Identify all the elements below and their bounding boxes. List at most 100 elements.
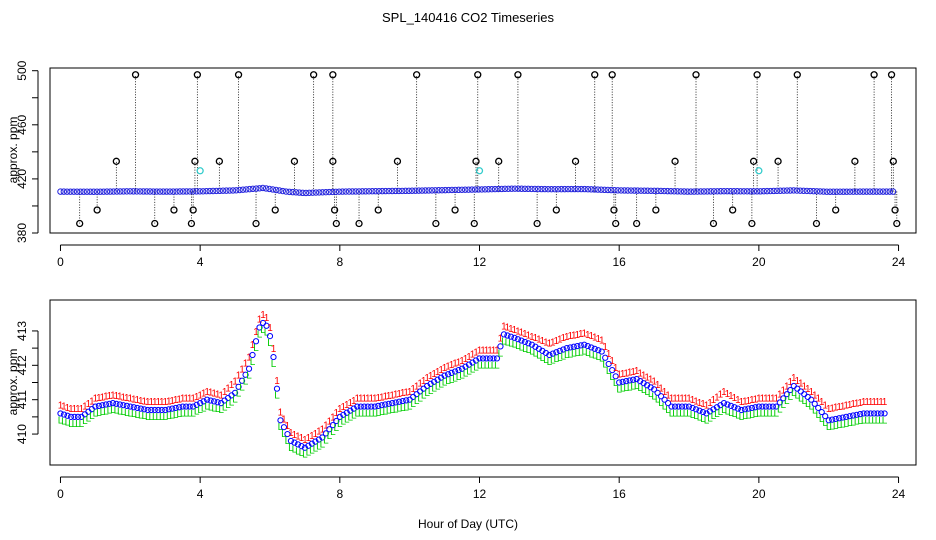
min-marker: L: [382, 406, 388, 417]
max-marker: 1: [746, 396, 752, 407]
spike-point: [215, 157, 224, 165]
baseline-point: [233, 187, 240, 194]
spike-point: [170, 206, 178, 214]
min-marker: L: [449, 375, 455, 386]
baseline-point: [319, 189, 326, 196]
mean-point: [497, 343, 504, 350]
baseline-point: [743, 188, 751, 195]
min-marker: L: [470, 364, 476, 375]
min-marker: L: [274, 391, 280, 402]
max-marker: 1: [452, 359, 458, 370]
max-marker: 1: [292, 430, 298, 441]
baseline-point: [588, 186, 595, 193]
max-marker: 1: [767, 394, 773, 405]
mean-point: [808, 396, 815, 403]
max-marker: 1: [697, 398, 703, 409]
mean-point: [444, 371, 452, 378]
max-marker: 1: [414, 381, 420, 392]
mean-point: [106, 400, 113, 407]
mean-point: [734, 405, 742, 412]
baseline-point: [889, 188, 897, 195]
max-marker: 1: [693, 396, 699, 407]
mean-point: [399, 397, 406, 405]
baseline-point: [531, 185, 539, 193]
spike-point: [193, 71, 202, 79]
mean-point: [654, 389, 661, 396]
min-marker: L: [487, 360, 493, 371]
top-panel: 0 4 8 12 16 20 24 380 420 460 500 approx. ppm: [6, 60, 917, 269]
max-marker: 1: [239, 364, 245, 375]
baseline-point: [704, 188, 711, 195]
mean-point: [357, 403, 364, 410]
max-marker: 1: [522, 329, 528, 340]
mean-point: [595, 347, 602, 354]
min-marker: L: [320, 439, 326, 450]
baseline-point: [306, 189, 313, 196]
mean-point: [657, 393, 665, 400]
max-marker: 1: [187, 394, 193, 405]
spike-point: [474, 71, 482, 79]
spike-point: [774, 157, 782, 165]
baseline-point: [767, 187, 774, 195]
baseline-point: [883, 188, 890, 195]
max-marker: 1: [424, 373, 430, 384]
min-marker: L: [739, 412, 745, 423]
mean-point: [99, 402, 106, 409]
min-marker: L: [253, 343, 259, 354]
baseline-point: [80, 188, 87, 195]
max-marker: 1: [344, 400, 350, 411]
min-marker: L: [571, 349, 577, 360]
min-marker: L: [808, 402, 814, 413]
max-marker: 1: [176, 394, 182, 405]
spike-point: [290, 157, 299, 165]
bottom-axes: 0 4 8 12 16 20 24 410 411 412 413: [15, 321, 906, 501]
baseline-point: [67, 188, 74, 195]
baseline-point: [548, 185, 555, 193]
max-marker: 1: [728, 391, 734, 402]
bottom-y-tick-label: 412: [15, 355, 29, 375]
spike-point: [93, 206, 101, 214]
min-marker: L: [561, 351, 567, 362]
baseline-point: [329, 188, 336, 196]
min-marker: L: [414, 396, 420, 407]
max-marker: 1: [459, 356, 465, 367]
min-marker: L: [68, 419, 74, 430]
mean-point: [155, 406, 162, 414]
min-marker: L: [477, 360, 483, 371]
min-marker: L: [148, 412, 154, 423]
spike-point: [709, 219, 718, 228]
min-marker: L: [484, 360, 490, 371]
min-marker: L: [351, 411, 357, 422]
baseline-point: [637, 187, 645, 194]
max-marker: 1: [826, 404, 832, 415]
mean-point: [95, 402, 102, 409]
baseline-point: [259, 184, 267, 192]
min-marker: L: [372, 408, 378, 419]
max-marker: 1: [536, 335, 542, 346]
max-marker: 1: [718, 390, 724, 401]
baseline-point: [359, 188, 366, 195]
baseline-point: [538, 185, 545, 193]
mean-point: [396, 398, 403, 405]
baseline-point: [312, 189, 320, 196]
min-marker: L: [826, 422, 832, 433]
baseline-point: [156, 188, 164, 195]
max-marker: 1: [515, 326, 521, 337]
baseline-point: [836, 188, 844, 195]
baseline-point: [140, 188, 147, 195]
baseline-point: [332, 188, 340, 195]
spike-point: [608, 71, 616, 79]
max-marker: 1: [396, 389, 402, 400]
max-marker: 1: [672, 394, 678, 405]
min-marker: L: [424, 388, 430, 399]
min-marker: L: [609, 372, 615, 383]
mean-point: [378, 402, 385, 409]
spike-point: [793, 71, 801, 79]
min-marker: L: [452, 373, 458, 384]
bottom-y-tick-label: 413: [15, 321, 29, 341]
mean-point: [172, 404, 179, 412]
max-marker: 1: [781, 385, 787, 396]
min-marker: L: [676, 408, 682, 419]
mean-point: [361, 403, 368, 410]
mean-point: [245, 365, 253, 372]
